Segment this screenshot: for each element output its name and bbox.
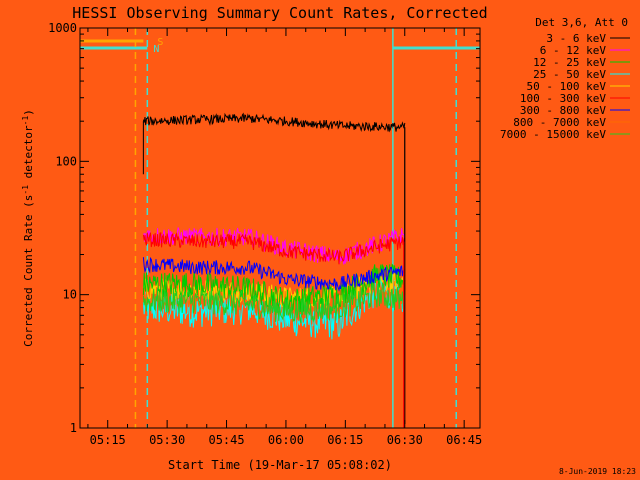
- legend-title: Det 3,6, Att 0: [535, 16, 628, 29]
- legend-entry-label: 6 - 12 keV: [540, 44, 607, 57]
- series-line-6: [142, 256, 406, 292]
- legend-entry-label: 50 - 100 keV: [527, 80, 607, 93]
- series-line-8: [142, 282, 406, 324]
- series-line-1: [142, 227, 406, 265]
- y-tick-label: 1: [70, 421, 77, 435]
- plot-frame: [79, 27, 481, 429]
- legend-entry-label: 3 - 6 keV: [546, 32, 606, 45]
- legend-entry-label: 7000 - 15000 keV: [500, 128, 606, 141]
- x-tick-label: 06:00: [268, 433, 304, 447]
- legend-entry-label: 12 - 25 keV: [533, 56, 606, 69]
- series-line-0: [142, 112, 406, 133]
- x-tick-label: 06:45: [446, 433, 482, 447]
- legend-entry-label: 300 - 800 keV: [520, 104, 606, 117]
- legend-entry-label: 100 - 300 keV: [520, 92, 606, 105]
- legend-entry-label: 25 - 50 keV: [533, 68, 606, 81]
- chart-title: HESSI Observing Summary Count Rates, Cor…: [72, 4, 487, 22]
- x-tick-label: 05:45: [208, 433, 244, 447]
- x-tick-label: 05:15: [90, 433, 126, 447]
- x-tick-label: 06:15: [327, 433, 363, 447]
- y-tick-label: 1000: [48, 21, 77, 35]
- saa-flag-label: S: [157, 37, 163, 48]
- legend-entry-label: 800 - 7000 keV: [513, 116, 606, 129]
- y-axis-label: Corrected Count Rate (s-1 detector-1): [21, 109, 35, 347]
- plot-area: SN 1 10 100 1000 05:15 05:30 05:45 06:00 06:15 06:…: [48, 21, 482, 447]
- x-axis-label: Start Time (19-Mar-17 05:08:02): [168, 458, 392, 472]
- y-tick-label: 100: [55, 154, 77, 168]
- night-flag-label: N: [153, 44, 159, 55]
- series-line-5: [142, 232, 406, 265]
- timestamp: 8-Jun-2019 18:23: [559, 467, 636, 476]
- x-tick-label: 06:30: [387, 433, 423, 447]
- x-tick-label: 05:30: [149, 433, 185, 447]
- y-tick-label: 10: [63, 288, 77, 302]
